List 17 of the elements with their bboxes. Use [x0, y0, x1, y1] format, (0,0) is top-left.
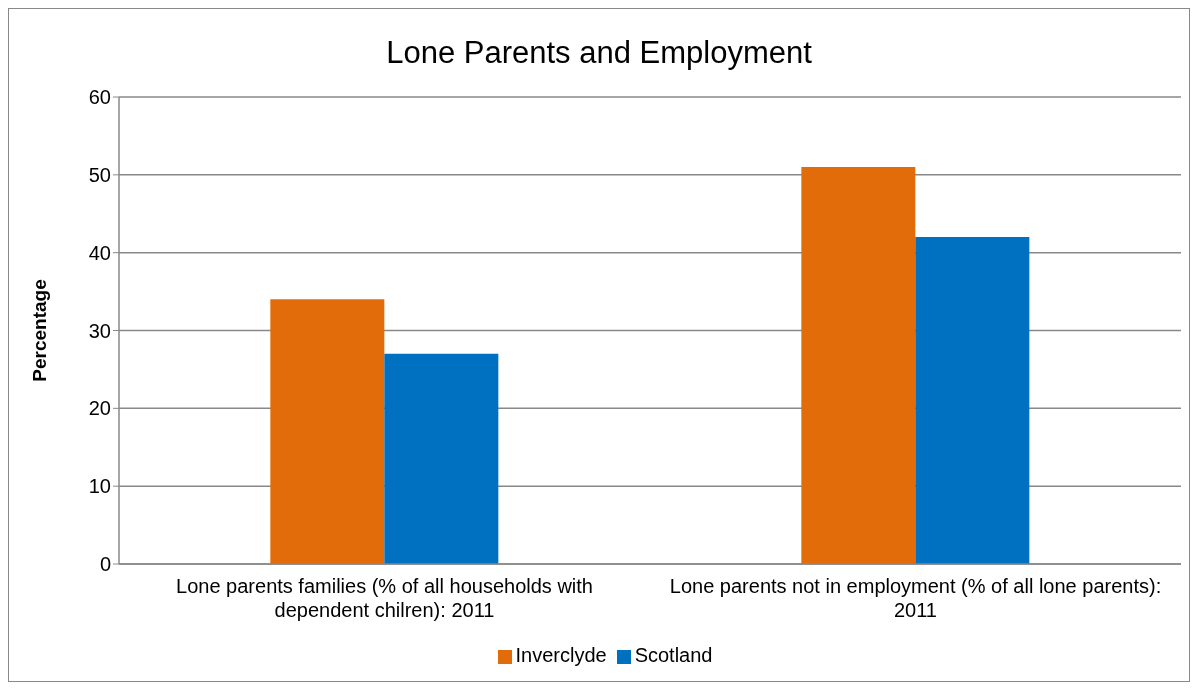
- y-tick-label: 50: [88, 163, 111, 186]
- legend-label: Scotland: [634, 644, 713, 666]
- chart-title: Lone Parents and Employment: [385, 35, 813, 72]
- x-tick-label: Lone parents families (% of all households with dependent chilren): 2011: [175, 574, 594, 622]
- bar: [384, 353, 499, 564]
- bar: [270, 299, 385, 564]
- bar: [801, 167, 916, 564]
- y-tick-label: 30: [88, 319, 111, 342]
- y-tick-label: 40: [88, 241, 111, 264]
- y-tick-label: 60: [88, 86, 111, 109]
- y-tick-label: 20: [88, 397, 111, 420]
- y-tick-label: 10: [88, 475, 111, 498]
- y-axis-title: Percentage: [28, 279, 50, 382]
- x-tick-label: Lone parents not in employment (% of all lone parents): 2011: [668, 574, 1163, 622]
- bar: [915, 237, 1030, 564]
- y-tick-label: 0: [99, 553, 111, 576]
- legend-label: Inverclyde: [515, 644, 607, 666]
